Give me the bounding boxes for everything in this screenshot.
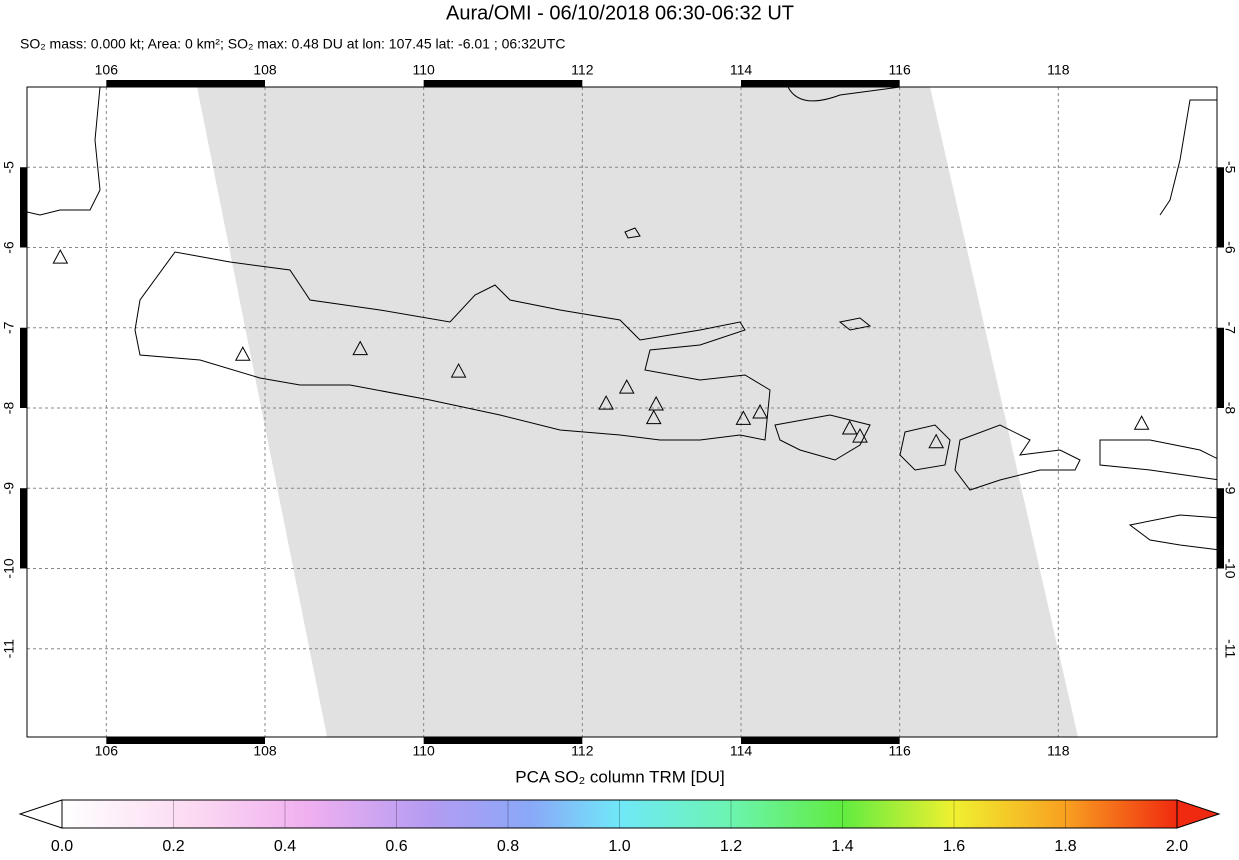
subtitle: SO₂ mass: 0.000 kt; Area: 0 km²; SO₂ max… [20,36,565,52]
colorbar-tick-label: 2.0 [1166,838,1188,855]
x-tick-label: 106 [95,62,119,78]
volcano [52,249,69,264]
coast-sumba [1128,514,1217,551]
volcano [648,395,664,411]
colorbar [61,799,1178,829]
y-tick-label: -6 [1222,241,1238,254]
volcano [735,410,752,425]
y-tick-label: -8 [1,402,17,415]
colorbar-tick-label: 0.0 [51,838,73,855]
y-tick-label: -7 [1222,322,1238,335]
x-tick-label: 110 [413,62,436,78]
volcano [450,363,467,378]
frame-band [20,327,27,408]
coast-java [134,251,771,441]
y-tick-label: -11 [1222,639,1238,658]
coast-madura-islands [624,227,872,331]
volcano [598,395,614,410]
coast-bali [774,414,871,461]
y-tick-label: -9 [1,482,17,495]
x-tick-label: 118 [1047,743,1070,759]
x-tick-label: 112 [571,62,594,78]
volcano [234,346,251,361]
x-tick-label: 118 [1047,62,1070,78]
volcano [645,409,662,425]
y-tick-label: -5 [1222,161,1238,174]
colorbar-label: PCA SO₂ column TRM [DU] [515,767,724,786]
colorbar-tick-label: 1.0 [608,838,630,855]
y-tick-label: -6 [1,241,17,254]
frame-band [1217,488,1224,569]
y-tick-label: -7 [1,321,17,334]
x-tick-label: 110 [413,743,436,759]
colorbar-tick-label: 1.2 [720,838,742,855]
coastlines [27,87,1217,551]
frame-band [423,737,583,744]
frame-band [741,80,900,87]
volcano [852,428,868,443]
frame-band [1217,167,1224,248]
volcano [752,403,768,419]
map-frame [26,86,1218,738]
map [27,87,1217,737]
x-tick-label: 108 [253,743,277,759]
colorbar-tick-label: 0.8 [497,838,519,855]
x-tick-label: 108 [253,62,277,78]
x-tick-label: 114 [730,62,753,78]
y-tick-label: -10 [1222,558,1238,578]
y-tick-label: -5 [1,161,17,174]
colorbar-tick-label: 1.6 [943,838,965,855]
frame-band [106,80,265,87]
x-tick-label: 116 [889,62,912,78]
colorbar-tick-label: 1.8 [1054,838,1076,855]
colorbar-tick-label: 0.4 [274,838,296,855]
frame-band [423,80,583,87]
x-tick-label: 106 [95,743,119,759]
frame-band [741,737,900,744]
volcano [1133,415,1150,430]
frame-band [106,737,265,744]
x-tick-label: 112 [571,743,594,759]
frame-band [20,488,27,569]
y-tick-label: -9 [1222,482,1238,495]
colorbar-tick-label: 0.2 [162,838,184,855]
x-tick-label: 116 [889,743,912,759]
volcano [352,340,369,356]
colorbar-tick-label: 1.4 [831,838,853,855]
volcano [928,433,944,449]
coast-borneo [787,87,901,102]
y-tick-label: -10 [1,558,17,578]
title: Aura/OMI - 06/10/2018 06:30-06:32 UT [446,2,794,24]
coast-lombok [899,424,951,471]
colorbar-over [1176,799,1221,829]
volcano [841,419,858,435]
swath [197,87,1078,737]
y-tick-label: -8 [1222,402,1238,415]
frame-band [1217,327,1224,408]
frame-band [20,167,27,248]
coast-sumbawa [954,424,1081,491]
colorbar-tick-label: 0.6 [385,838,407,855]
coast-flores [1099,439,1217,481]
coast-sulawesi [1159,99,1217,216]
volcano [618,379,635,394]
x-tick-label: 114 [730,743,753,759]
coast-sumatra [27,87,101,216]
colorbar-under [18,799,63,829]
y-tick-label: -11 [1,639,17,658]
